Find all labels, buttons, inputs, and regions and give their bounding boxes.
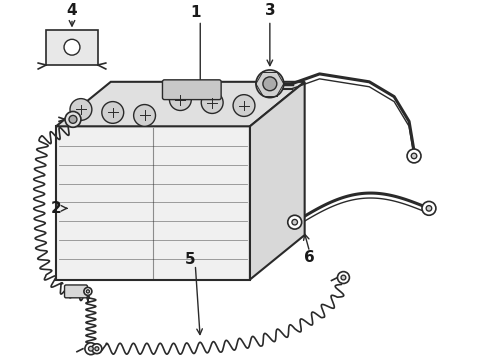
Circle shape: [85, 343, 97, 355]
Circle shape: [84, 287, 92, 295]
Polygon shape: [56, 82, 304, 126]
Circle shape: [425, 206, 431, 211]
Text: 3: 3: [264, 3, 275, 18]
Circle shape: [255, 70, 283, 98]
Text: 6: 6: [304, 250, 314, 265]
Circle shape: [86, 290, 89, 293]
Circle shape: [70, 99, 92, 120]
FancyBboxPatch shape: [162, 80, 221, 100]
Circle shape: [88, 346, 93, 351]
Circle shape: [133, 104, 155, 126]
FancyBboxPatch shape: [56, 126, 249, 279]
Circle shape: [201, 92, 223, 113]
Circle shape: [263, 77, 276, 91]
Circle shape: [421, 202, 435, 215]
Circle shape: [337, 271, 349, 283]
Text: 4: 4: [66, 3, 77, 18]
Circle shape: [406, 149, 420, 163]
Circle shape: [340, 275, 345, 280]
Circle shape: [65, 112, 81, 127]
Circle shape: [287, 215, 301, 229]
Circle shape: [92, 344, 102, 354]
Circle shape: [291, 220, 297, 225]
FancyBboxPatch shape: [64, 285, 87, 298]
Circle shape: [102, 102, 123, 123]
Text: 2: 2: [50, 201, 61, 216]
Circle shape: [233, 95, 254, 116]
Text: 1: 1: [190, 5, 200, 20]
Circle shape: [410, 153, 416, 159]
Circle shape: [64, 39, 80, 55]
FancyBboxPatch shape: [46, 30, 98, 65]
Text: 5: 5: [184, 252, 195, 267]
Polygon shape: [249, 82, 304, 279]
Circle shape: [69, 116, 77, 123]
Circle shape: [169, 89, 191, 111]
Circle shape: [95, 347, 99, 351]
